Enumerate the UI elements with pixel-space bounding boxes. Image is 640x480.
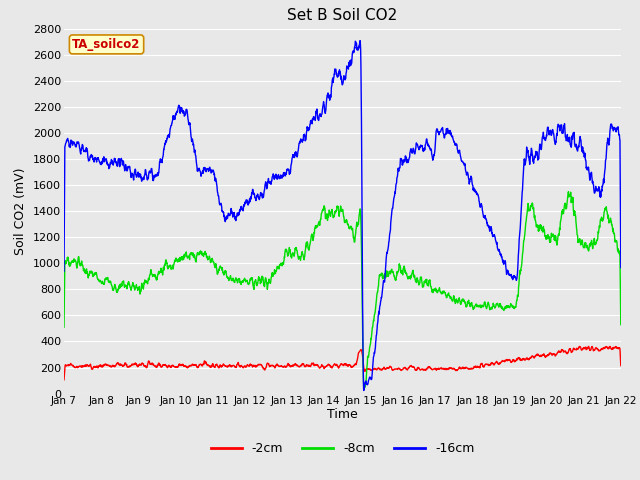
Title: Set B Soil CO2: Set B Soil CO2 bbox=[287, 9, 397, 24]
Y-axis label: Soil CO2 (mV): Soil CO2 (mV) bbox=[15, 168, 28, 255]
Text: TA_soilco2: TA_soilco2 bbox=[72, 38, 141, 51]
X-axis label: Time: Time bbox=[327, 408, 358, 421]
Legend: -2cm, -8cm, -16cm: -2cm, -8cm, -16cm bbox=[205, 437, 479, 460]
